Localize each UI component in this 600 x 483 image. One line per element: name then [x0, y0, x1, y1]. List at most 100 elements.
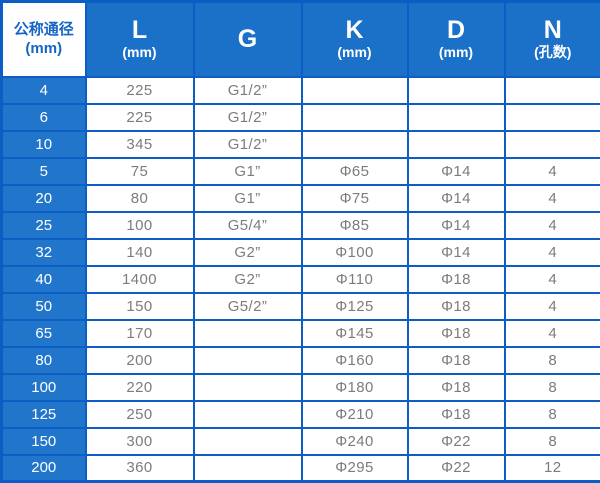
data-cell: 4 [505, 185, 600, 212]
data-cell: 220 [86, 374, 194, 401]
header-cell-G: G [194, 2, 302, 77]
data-cell: Φ14 [408, 239, 505, 266]
data-cell [194, 320, 302, 347]
data-cell: Φ18 [408, 374, 505, 401]
row-header-cell: 4 [2, 77, 86, 104]
data-cell: 80 [86, 185, 194, 212]
data-cell [194, 347, 302, 374]
data-cell: G5/4” [194, 212, 302, 239]
data-cell: 250 [86, 401, 194, 428]
data-cell: Φ75 [302, 185, 408, 212]
row-header-cell: 150 [2, 428, 86, 455]
header-cell-nominal-diameter: 公称通径 (mm) [2, 2, 86, 77]
data-cell: Φ145 [302, 320, 408, 347]
row-header-cell: 50 [2, 293, 86, 320]
data-cell: G1” [194, 158, 302, 185]
data-cell [302, 104, 408, 131]
data-cell: 225 [86, 77, 194, 104]
row-header-cell: 32 [2, 239, 86, 266]
row-header-cell: 10 [2, 131, 86, 158]
data-cell: 225 [86, 104, 194, 131]
data-cell [194, 401, 302, 428]
row-header-cell: 5 [2, 158, 86, 185]
header-label: N [506, 17, 600, 45]
header-sub: (mm) [409, 44, 504, 62]
data-cell: Φ295 [302, 455, 408, 482]
data-cell: 4 [505, 212, 600, 239]
data-cell: G5/2” [194, 293, 302, 320]
data-cell: Φ210 [302, 401, 408, 428]
data-cell: 4 [505, 266, 600, 293]
header-row: 公称通径 (mm) L (mm) G K (mm) D (mm) N (孔数) [2, 2, 600, 77]
data-cell: 8 [505, 401, 600, 428]
header-label: K [303, 17, 407, 45]
data-cell [408, 131, 505, 158]
data-cell: Φ18 [408, 293, 505, 320]
data-cell: Φ100 [302, 239, 408, 266]
header-sub: (孔数) [506, 44, 600, 62]
header-label: L [87, 17, 193, 45]
data-cell: 360 [86, 455, 194, 482]
data-cell: Φ18 [408, 401, 505, 428]
data-cell: Φ160 [302, 347, 408, 374]
row-header-cell: 40 [2, 266, 86, 293]
data-cell: 345 [86, 131, 194, 158]
data-cell: Φ85 [302, 212, 408, 239]
data-cell: 8 [505, 374, 600, 401]
data-cell [302, 77, 408, 104]
data-cell: 75 [86, 158, 194, 185]
data-cell: 4 [505, 239, 600, 266]
row-header-cell: 20 [2, 185, 86, 212]
row-header-cell: 65 [2, 320, 86, 347]
data-cell: 150 [86, 293, 194, 320]
header-label: 公称通径 [3, 20, 85, 40]
header-sub: (mm) [303, 44, 407, 62]
data-cell: Φ240 [302, 428, 408, 455]
data-cell: Φ180 [302, 374, 408, 401]
data-cell [194, 374, 302, 401]
data-cell: 4 [505, 158, 600, 185]
row-header-cell: 200 [2, 455, 86, 482]
data-cell: 170 [86, 320, 194, 347]
data-cell: Φ18 [408, 347, 505, 374]
data-cell: 8 [505, 347, 600, 374]
data-cell: 300 [86, 428, 194, 455]
data-cell: G1” [194, 185, 302, 212]
data-cell [408, 77, 505, 104]
data-cell: G1/2” [194, 104, 302, 131]
data-cell: Φ22 [408, 428, 505, 455]
data-cell: G1/2” [194, 131, 302, 158]
header-cell-L: L (mm) [86, 2, 194, 77]
data-cell [505, 104, 600, 131]
header-sub: (mm) [87, 44, 193, 62]
data-cell [194, 455, 302, 482]
data-cell: Φ18 [408, 266, 505, 293]
data-cell [302, 131, 408, 158]
data-cell: 4 [505, 320, 600, 347]
data-cell: 200 [86, 347, 194, 374]
data-cell: Φ18 [408, 320, 505, 347]
data-cell: 1400 [86, 266, 194, 293]
header-label: D [409, 17, 504, 45]
data-cell: G2” [194, 239, 302, 266]
data-cell [505, 77, 600, 104]
data-cell: 4 [505, 293, 600, 320]
row-header-cell: 6 [2, 104, 86, 131]
data-cell [505, 131, 600, 158]
header-label: G [195, 26, 301, 54]
data-cell [194, 428, 302, 455]
data-cell: Φ110 [302, 266, 408, 293]
data-cell: Φ14 [408, 212, 505, 239]
header-sub: (mm) [3, 39, 85, 59]
